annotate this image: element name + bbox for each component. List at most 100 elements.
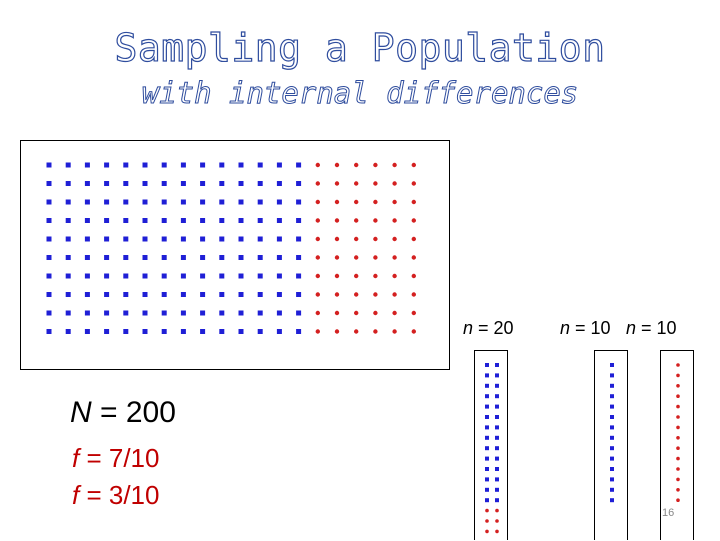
sample-blue-dot <box>610 456 614 461</box>
blue-member-dot <box>219 292 225 297</box>
blue-member-dot <box>84 199 90 205</box>
red-member-dot <box>392 199 397 205</box>
blue-member-dot <box>161 162 167 168</box>
sample-blue-dot <box>610 404 614 409</box>
fraction-blue: f = 7/10 <box>72 443 159 474</box>
blue-member-dot <box>276 273 282 279</box>
sample-dots-n10-red <box>676 363 680 502</box>
red-member-dot <box>373 162 378 168</box>
blue-member-dot <box>296 162 302 168</box>
blue-member-dot <box>84 162 90 168</box>
blue-member-dot <box>296 310 302 316</box>
blue-member-dot <box>180 199 186 205</box>
red-member-dot <box>373 310 378 316</box>
fraction-value: = 7/10 <box>79 443 160 473</box>
sample-blue-dot <box>610 435 614 440</box>
red-member-dot <box>373 199 378 205</box>
blue-member-dot <box>219 162 225 168</box>
red-member-dot <box>315 329 320 334</box>
red-member-dot <box>373 255 378 260</box>
blue-member-dot <box>219 329 225 334</box>
sample-blue-dot <box>495 435 499 440</box>
blue-member-dot <box>46 199 52 205</box>
sample-red-dot <box>676 373 680 378</box>
blue-member-dot <box>65 292 71 297</box>
blue-member-dot <box>296 292 302 297</box>
sample-var: n <box>560 318 571 338</box>
blue-member-dot <box>104 162 110 168</box>
sample-column-n10-red <box>660 350 694 540</box>
blue-member-dot <box>142 181 148 186</box>
red-member-dot <box>411 218 416 223</box>
blue-member-dot <box>46 162 52 168</box>
blue-member-dot <box>200 255 206 260</box>
sample-value: = 20 <box>473 318 514 338</box>
blue-member-dot <box>257 292 263 297</box>
blue-member-dot <box>142 292 148 297</box>
sample-value: = 10 <box>570 318 611 338</box>
blue-member-dot <box>84 218 90 223</box>
sample-var: n <box>626 318 637 338</box>
red-member-dot <box>411 292 416 297</box>
blue-member-dot <box>276 236 282 242</box>
sample-blue-dot <box>495 363 499 367</box>
blue-member-dot <box>65 181 71 186</box>
slide-title: Sampling a Population <box>114 25 606 70</box>
blue-member-dot <box>104 292 110 297</box>
red-member-dot <box>315 199 320 205</box>
sample-blue-dot <box>495 415 499 419</box>
red-member-dot <box>392 236 397 242</box>
sample-label-n10-blue: n = 10 <box>560 318 611 339</box>
blue-member-dot <box>161 292 167 297</box>
sample-dots-n20 <box>485 363 499 534</box>
population-grid <box>20 140 450 370</box>
blue-member-dot <box>84 255 90 260</box>
blue-member-dot <box>180 273 186 279</box>
blue-member-dot <box>219 255 225 260</box>
sample-blue-dot <box>610 446 614 451</box>
red-member-dot <box>334 273 340 279</box>
blue-member-dot <box>296 218 302 223</box>
red-member-dot <box>411 273 416 279</box>
sample-red-dot <box>676 384 680 388</box>
sample-red-dot <box>676 404 680 409</box>
red-member-dot <box>315 162 320 168</box>
blue-member-dot <box>238 273 244 279</box>
blue-member-dot <box>161 218 167 223</box>
sample-blue-dot <box>610 363 614 367</box>
sample-var: n <box>463 318 474 338</box>
blue-member-dot <box>238 310 244 316</box>
blue-member-dot <box>276 329 282 334</box>
sample-blue-dot <box>485 435 489 440</box>
sample-blue-dot <box>610 383 614 388</box>
blue-member-dot <box>276 199 282 205</box>
sample-blue-dot <box>610 415 614 419</box>
sample-red-dot <box>485 519 489 523</box>
blue-member-dot <box>161 236 167 242</box>
blue-member-dot <box>46 255 52 260</box>
blue-member-dot <box>104 236 110 242</box>
red-member-dot <box>334 310 340 316</box>
red-member-dot <box>334 292 340 297</box>
blue-member-dot <box>200 162 206 168</box>
blue-member-dot <box>238 199 244 205</box>
blue-member-dot <box>200 329 206 334</box>
sample-blue-dot <box>485 363 489 367</box>
sample-column-n20 <box>474 350 508 540</box>
red-member-dot <box>354 218 359 223</box>
red-member-dot <box>354 273 359 279</box>
sample-blue-dot <box>485 425 489 430</box>
sample-blue-dot <box>610 394 614 399</box>
blue-member-dot <box>161 255 167 260</box>
blue-member-dot <box>46 310 52 316</box>
blue-member-dot <box>296 199 302 205</box>
blue-member-dot <box>142 310 148 316</box>
sample-blue-dot <box>495 373 499 378</box>
sample-blue-dot <box>495 383 499 388</box>
blue-member-dot <box>238 181 244 186</box>
blue-member-dot <box>296 255 302 260</box>
red-member-dot <box>411 329 416 334</box>
sample-blue-dot <box>610 487 614 492</box>
blue-member-dot <box>123 292 129 297</box>
blue-member-dot <box>200 199 206 205</box>
